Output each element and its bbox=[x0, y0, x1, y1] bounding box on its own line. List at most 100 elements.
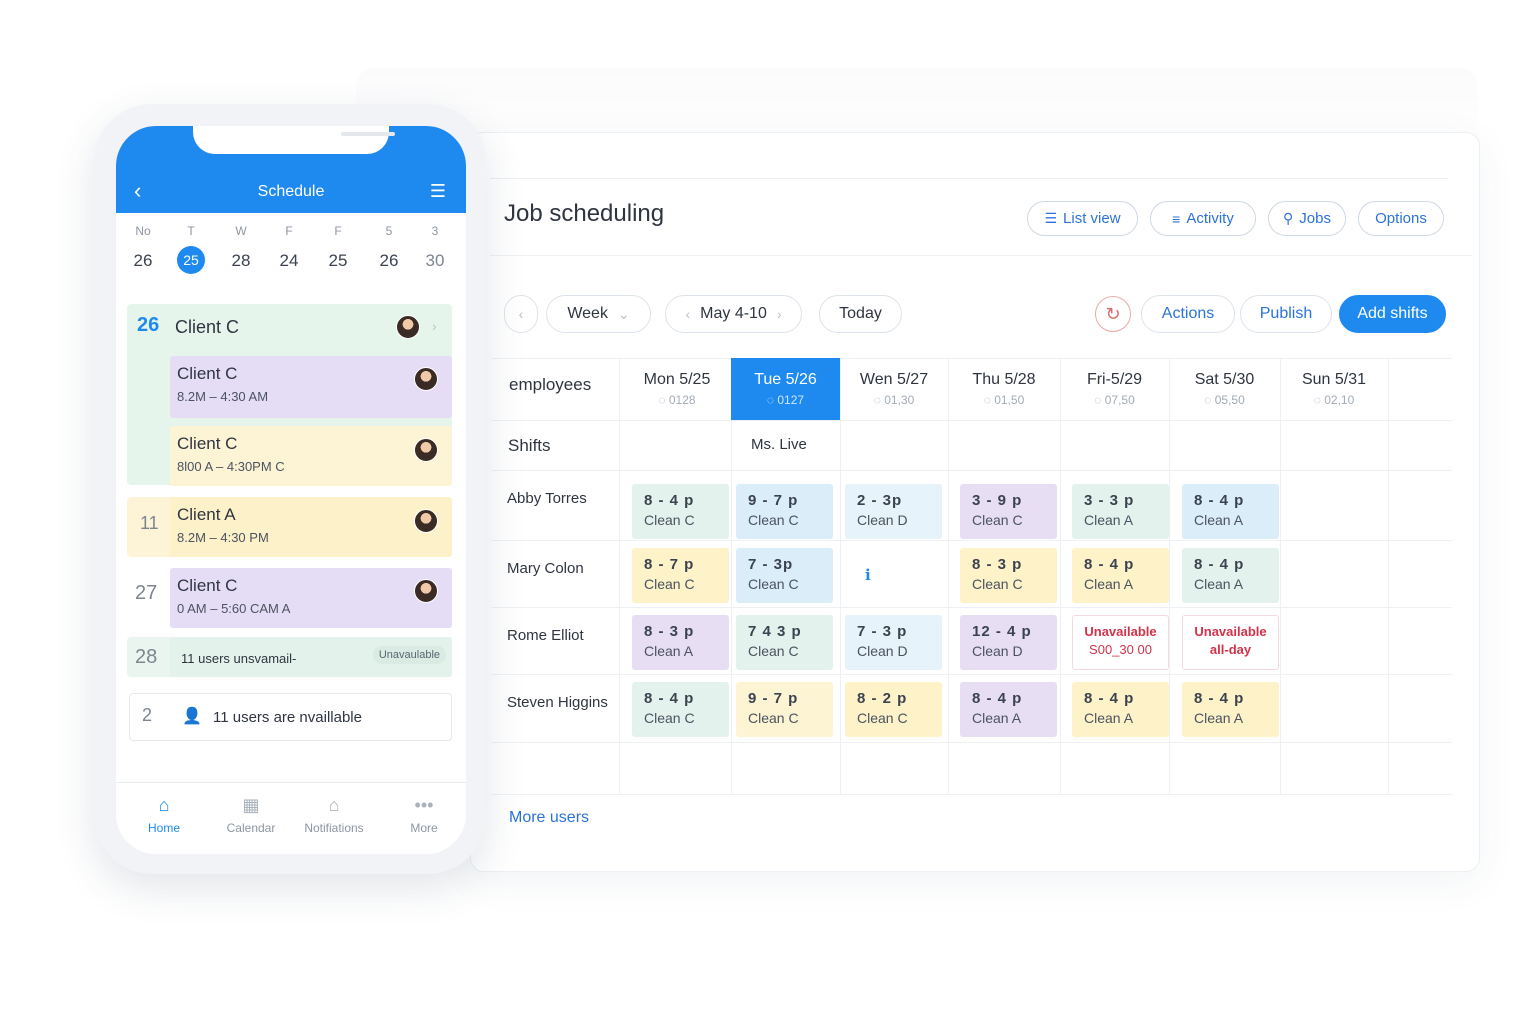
shift-cell[interactable]: 2 - 3p Clean D bbox=[845, 484, 942, 539]
week-day[interactable]: F 24 bbox=[269, 224, 309, 274]
info-icon[interactable]: i bbox=[865, 566, 871, 584]
grid-line bbox=[731, 358, 732, 794]
week-day[interactable]: W 28 bbox=[221, 224, 261, 274]
shift-cell[interactable]: 7 4 3 p Clean C bbox=[736, 615, 833, 670]
unavailable-users-card[interactable] bbox=[129, 693, 452, 741]
shift-cell[interactable]: 9 - 7 p Clean C bbox=[736, 484, 833, 539]
shift-cell[interactable]: 8 - 4 p Clean A bbox=[1072, 548, 1169, 603]
actions-button[interactable]: Actions bbox=[1141, 295, 1235, 333]
day-header-thu[interactable]: Thu 5/28 ◌ 01,50 bbox=[948, 358, 1060, 420]
shift-card-title: Client C bbox=[177, 364, 238, 383]
shift-cell[interactable]: 3 - 9 p Clean C bbox=[960, 484, 1057, 539]
shift-time: 7 - 3p bbox=[748, 556, 794, 573]
chevron-left-icon: ‹ bbox=[685, 306, 691, 322]
week-day[interactable]: 5 26 bbox=[369, 224, 409, 274]
shift-cell[interactable]: 8 - 4 p Clean A bbox=[1182, 484, 1279, 539]
list-view-button[interactable]: ☰ List view bbox=[1027, 201, 1138, 236]
week-day-number: 25 bbox=[328, 251, 348, 270]
today-button[interactable]: Today bbox=[819, 295, 902, 333]
unavailable-cell[interactable]: Unavailable all-day bbox=[1182, 615, 1279, 670]
shift-card[interactable]: Client C 8.2M – 4:30 AM bbox=[170, 356, 452, 418]
shift-cell[interactable]: 3 - 3 p Clean A bbox=[1072, 484, 1169, 539]
shift-cell[interactable]: 8 - 4 p Clean C bbox=[632, 484, 729, 539]
employee-name[interactable]: Mary Colon bbox=[507, 560, 584, 577]
day-header-mon[interactable]: Mon 5/25 ◌ 0128 bbox=[623, 358, 731, 420]
menu-icon[interactable]: ☰ bbox=[429, 181, 446, 201]
add-shifts-button[interactable]: Add shifts bbox=[1339, 295, 1446, 333]
entry-title[interactable]: Client C bbox=[175, 317, 240, 337]
day-number: 26 bbox=[137, 314, 160, 336]
shift-cell[interactable]: 7 - 3p Clean C bbox=[736, 548, 833, 603]
shift-client: Clean D bbox=[857, 643, 908, 659]
shift-cell[interactable]: 7 - 3 p Clean D bbox=[845, 615, 942, 670]
more-users-link[interactable]: More users bbox=[509, 809, 590, 826]
day-header-sun[interactable]: Sun 5/31 ◌ 02,10 bbox=[1280, 358, 1388, 420]
shift-cell[interactable]: 8 - 4 p Clean A bbox=[1182, 548, 1279, 603]
phone-title: Schedule bbox=[257, 183, 325, 200]
day-header-tue[interactable]: Tue 5/26 ◌ 0127 bbox=[731, 358, 840, 420]
tab-notifications[interactable]: ⌂ Notifiations bbox=[294, 795, 374, 835]
jobs-button[interactable]: ⚲ Jobs bbox=[1268, 201, 1346, 236]
prev-button[interactable]: ‹ bbox=[504, 295, 538, 333]
shift-card-title: Client C bbox=[177, 434, 238, 453]
chevron-right-icon[interactable]: › bbox=[432, 318, 437, 334]
avatar bbox=[414, 509, 438, 533]
shift-cell[interactable]: 8 - 2 p Clean C bbox=[845, 682, 942, 737]
shift-cell[interactable]: 8 - 4 p Clean C bbox=[632, 682, 729, 737]
unavailable-row[interactable]: 11 users unsvamail- Unavaulable bbox=[170, 637, 452, 677]
week-day-selected[interactable]: T 25 bbox=[171, 224, 211, 274]
options-button[interactable]: Options bbox=[1358, 201, 1444, 236]
week-day[interactable]: No 26 bbox=[123, 224, 163, 274]
tab-more[interactable]: ••• More bbox=[384, 795, 464, 835]
shift-cell[interactable]: 8 - 4 p Clean A bbox=[960, 682, 1057, 737]
unavailable-detail: all-day bbox=[1209, 642, 1252, 657]
shift-cell[interactable]: 8 - 3 p Clean C bbox=[960, 548, 1057, 603]
shift-card-time: 8.2M – 4:30 AM bbox=[177, 389, 269, 404]
week-day-label: 3 bbox=[431, 224, 439, 238]
shift-time: 3 - 9 p bbox=[972, 492, 1023, 509]
unavailable-badge: Unavaulable bbox=[372, 646, 446, 664]
shift-cell[interactable]: 8 - 7 p Clean C bbox=[632, 548, 729, 603]
list-icon: ☰ bbox=[1044, 210, 1058, 226]
shift-card[interactable]: Client C 0 AM – 5:60 CAM A bbox=[170, 568, 452, 628]
employee-name[interactable]: Steven Higgins bbox=[507, 694, 608, 711]
employees-header: employees bbox=[509, 375, 592, 394]
week-day-label: W bbox=[235, 224, 247, 238]
shift-cell[interactable]: 8 - 4 p Clean A bbox=[1182, 682, 1279, 737]
calendar-icon: ▦ bbox=[242, 795, 260, 815]
publish-button[interactable]: Publish bbox=[1240, 295, 1332, 333]
day-header-sub: ◌ 05,50 bbox=[1204, 393, 1245, 407]
shift-client: Clean A bbox=[1194, 576, 1244, 592]
day-header-wed[interactable]: Wen 5/27 ◌ 01,30 bbox=[840, 358, 948, 420]
view-select[interactable]: Week ⌄ bbox=[546, 295, 651, 333]
tab-home[interactable]: ⌂ Home bbox=[124, 795, 204, 835]
tab-calendar[interactable]: ▦ Calendar bbox=[211, 795, 291, 835]
day-header-sat[interactable]: Sat 5/30 ◌ 05,50 bbox=[1169, 358, 1280, 420]
week-day-label: F bbox=[334, 224, 342, 238]
employee-name[interactable]: Rome Elliot bbox=[507, 627, 584, 644]
week-day[interactable]: 3 30 bbox=[415, 224, 455, 274]
unavailable-cell[interactable]: Unavailable S00_30 00 bbox=[1072, 615, 1169, 670]
shift-cell[interactable]: 12 - 4 p Clean D bbox=[960, 615, 1057, 670]
shift-time: 8 - 4 p bbox=[1194, 690, 1245, 707]
week-day-label: No bbox=[135, 224, 151, 238]
day-header-sub-value: 05,50 bbox=[1214, 393, 1245, 407]
open-shift-note[interactable]: Ms. Live bbox=[751, 436, 807, 453]
shift-cell[interactable]: 9 - 7 p Clean C bbox=[736, 682, 833, 737]
week-day-number: 26 bbox=[379, 251, 399, 270]
day-header-sub-value: 01,50 bbox=[994, 393, 1025, 407]
shift-client: Clean C bbox=[972, 576, 1023, 592]
activity-button[interactable]: ≡ Activity bbox=[1150, 201, 1256, 236]
shift-card[interactable]: Client C 8l00 A – 4:30PM C bbox=[170, 426, 452, 486]
day-header-sub: ◌ 01,30 bbox=[873, 393, 915, 407]
day-header-label: Fri-5/29 bbox=[1086, 371, 1143, 388]
shift-card[interactable]: Client A 8.2M – 4:30 PM bbox=[170, 497, 452, 557]
refresh-icon[interactable]: ↻ bbox=[1095, 296, 1131, 332]
date-range-select[interactable]: ‹ May 4-10 › bbox=[665, 295, 802, 333]
back-icon[interactable]: ‹ bbox=[134, 178, 142, 203]
shift-cell[interactable]: 8 - 4 p Clean A bbox=[1072, 682, 1169, 737]
day-header-fri[interactable]: Fri-5/29 ◌ 07,50 bbox=[1060, 358, 1169, 420]
employee-name[interactable]: Abby Torres bbox=[507, 490, 587, 507]
shift-cell[interactable]: 8 - 3 p Clean A bbox=[632, 615, 729, 670]
week-day[interactable]: F 25 bbox=[318, 224, 358, 274]
